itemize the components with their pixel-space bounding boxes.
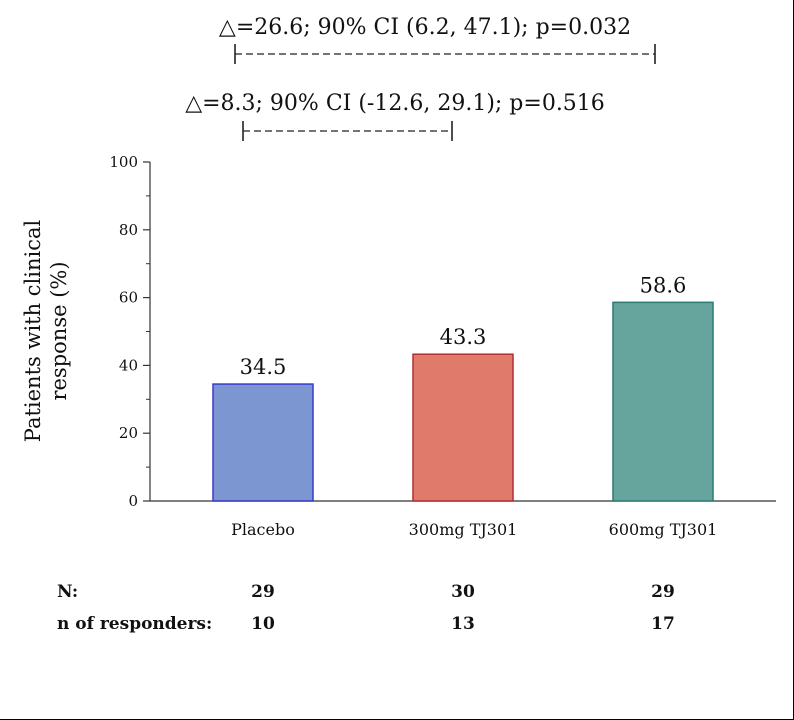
summary-table: N: 29 30 29 n of responders: 10 13 17 [57,582,675,634]
x-tick-label: 600mg TJ301 [609,520,718,539]
table-row-label: n of responders: [57,614,212,634]
comparison-annotations: △=26.6; 90% CI (6.2, 47.1); p=0.032 △=8.3… [185,15,656,141]
bar [412,353,514,502]
table-cell: 10 [251,614,275,634]
x-tick-label: Placebo [231,520,295,539]
comparison-label: △=8.3; 90% CI (-12.6, 29.1); p=0.516 [185,91,605,116]
table-cell: 30 [451,582,475,602]
y-axis-label-line: response (%) [47,261,71,400]
y-axis-label: Patients with clinicalresponse (%) [21,219,71,442]
x-tick-label: 300mg TJ301 [409,520,518,539]
table-row-label: N: [57,582,78,602]
table-cell: 13 [451,614,475,634]
bar-value-label: 58.6 [640,273,687,297]
y-tick-label: 0 [128,492,138,510]
table-cell: 29 [251,582,275,602]
y-tick-label: 40 [119,356,138,374]
table-cell: 29 [651,582,675,602]
bars [212,301,714,502]
y-axis-label-line: Patients with clinical [21,219,45,442]
bar [612,301,714,502]
bar-value-label: 34.5 [240,355,287,379]
y-tick-label: 80 [119,221,138,239]
axes: 0 20 40 60 80 100 Patients with clinicalrespon… [21,153,776,510]
labels: 34.5 Placebo 43.3 300mg TJ301 58.6 600mg TJ30… [231,273,717,539]
y-tick-label: 100 [109,153,138,171]
y-tick-label: 20 [119,424,138,442]
table-cell: 17 [651,614,675,634]
comparison-label: △=26.6; 90% CI (6.2, 47.1); p=0.032 [219,15,631,40]
y-tick-label: 60 [119,289,138,307]
bar [212,383,314,502]
bar-value-label: 43.3 [440,325,487,349]
